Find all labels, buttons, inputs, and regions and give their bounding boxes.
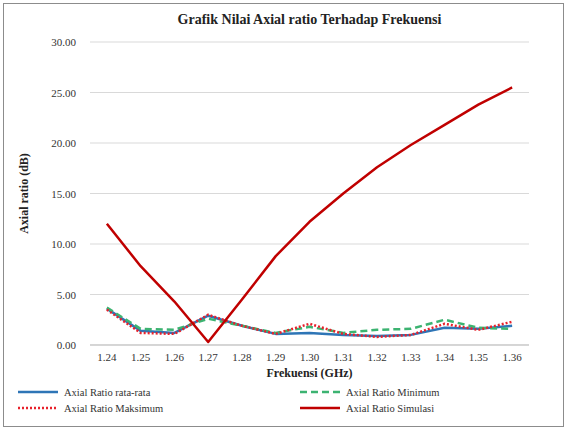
grid-line: [90, 244, 529, 245]
y-tick-label: 0.00: [57, 339, 77, 351]
x-axis: [90, 345, 529, 346]
grid-line: [90, 42, 529, 43]
grid-line: [90, 92, 529, 93]
legend-swatch: [18, 391, 58, 394]
grid-line: [90, 345, 529, 346]
y-tick-label: 15.00: [51, 188, 76, 200]
series-line: [107, 310, 512, 337]
x-tick-label: 1.33: [401, 351, 421, 363]
x-tick-label: 1.25: [131, 351, 151, 363]
chart: Grafik Nilai Axial ratio Terhadap Frekue…: [0, 0, 567, 430]
legend-label: Axial Ratio Maksimum: [64, 403, 163, 414]
legend-label: Axial Ratio Simulasi: [346, 403, 434, 414]
y-tick-label: 20.00: [51, 137, 76, 149]
x-tick-label: 1.30: [300, 351, 320, 363]
series-line: [107, 308, 512, 333]
x-axis-label: Frekuensi (GHz): [266, 366, 352, 380]
chart-frame: [4, 4, 564, 427]
y-tick-label: 5.00: [57, 289, 77, 301]
title: Grafik Nilai Axial ratio Terhadap Frekue…: [178, 12, 442, 27]
x-tick-label: 1.28: [232, 351, 252, 363]
legend-swatch: [18, 407, 58, 410]
y-axis-label: Axial ratio (dB): [17, 153, 31, 234]
x-tick-label: 1.26: [165, 351, 185, 363]
plot-area: [107, 87, 512, 342]
legend-swatch: [300, 391, 340, 394]
x-tick-label: 1.31: [334, 351, 353, 363]
legend-label: Axial Ratio Minimum: [346, 387, 439, 398]
grid-line: [90, 193, 529, 194]
x-tick-label: 1.29: [266, 351, 286, 363]
x-tick-label: 1.36: [502, 351, 522, 363]
y-tick-label: 10.00: [51, 238, 76, 250]
grid-line: [90, 294, 529, 295]
legend-label: Axial Ratio rata-rata: [64, 387, 151, 398]
y-tick-label: 25.00: [51, 87, 76, 99]
grid-line: [90, 143, 529, 144]
x-tick-label: 1.34: [435, 351, 455, 363]
series-line: [107, 87, 512, 342]
x-tick-label: 1.27: [199, 351, 219, 363]
x-tick-label: 1.24: [97, 351, 117, 363]
y-tick-label: 30.00: [51, 36, 76, 48]
x-tick-label: 1.35: [469, 351, 489, 363]
x-tick-label: 1.32: [367, 351, 386, 363]
legend-swatch: [300, 407, 340, 410]
